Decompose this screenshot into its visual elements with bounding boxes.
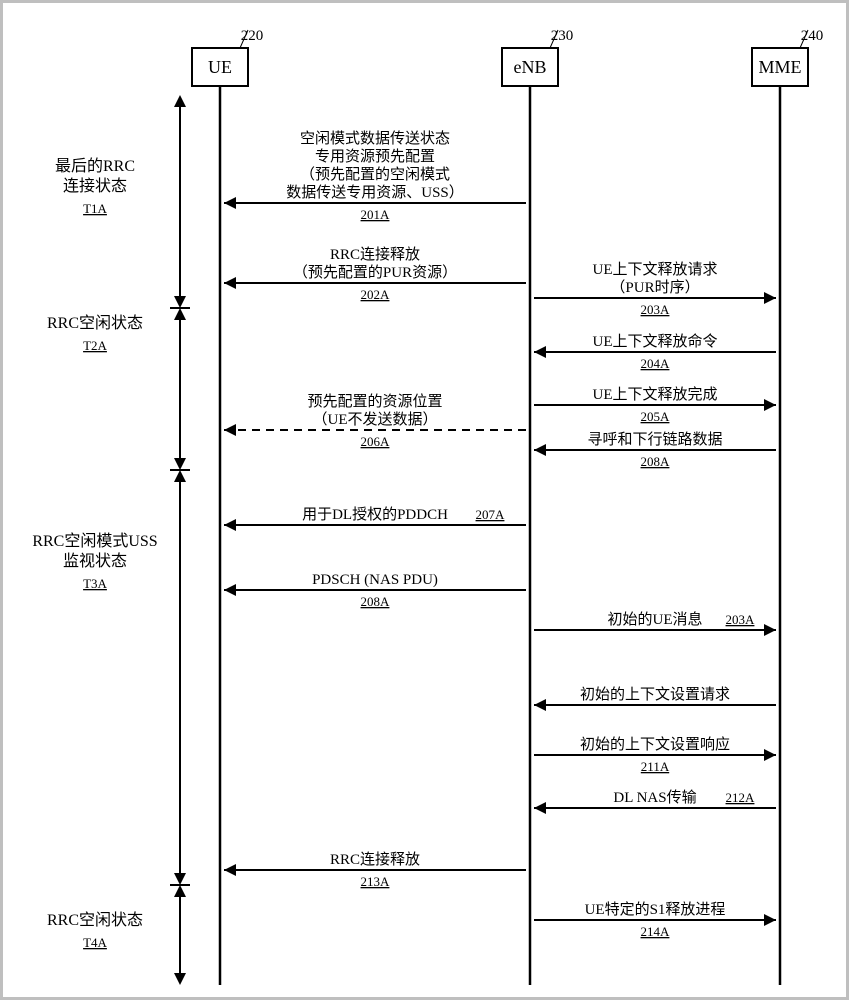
message-ref: 208A: [641, 454, 671, 469]
message-m203: UE上下文释放请求（PUR时序） 203A: [534, 261, 776, 317]
message-ref: 205A: [641, 409, 671, 424]
message-ref: 203A: [641, 302, 671, 317]
svg-text:监视状态: 监视状态: [63, 552, 127, 570]
message-text: 初始的上下文设置请求: [580, 686, 730, 703]
message-ref: 202A: [361, 287, 391, 302]
svg-text:240: 240: [801, 28, 824, 44]
message-m204: UE上下文释放命令 204A: [534, 332, 776, 371]
entity-mme: 240MME: [752, 28, 823, 985]
message-text: （预先配置的PUR资源）: [293, 264, 457, 281]
message-ref: 204A: [641, 356, 671, 371]
svg-text:230: 230: [551, 28, 574, 44]
message-m213: RRC连接释放 213A: [224, 851, 526, 889]
svg-text:RRC空闲状态: RRC空闲状态: [47, 911, 143, 929]
message-text: UE特定的S1释放进程: [585, 901, 726, 918]
message-ref: 206A: [361, 434, 391, 449]
svg-text:T4A: T4A: [83, 935, 107, 950]
svg-text:RRC空闲状态: RRC空闲状态: [47, 314, 143, 332]
svg-text:最后的RRC: 最后的RRC: [55, 157, 135, 175]
message-m202: RRC连接释放（预先配置的PUR资源） 202A: [224, 246, 526, 302]
svg-text:eNB: eNB: [514, 57, 547, 77]
message-m210: 初始的上下文设置请求: [534, 686, 776, 711]
state-span-arrow: [174, 885, 186, 985]
message-ref: 207A: [476, 507, 506, 522]
message-text: 用于DL授权的PDDCH: [302, 506, 448, 523]
svg-text:UE: UE: [208, 57, 232, 77]
message-text: 寻呼和下行链路数据: [587, 431, 722, 448]
message-m205: UE上下文释放完成 205A: [534, 386, 776, 424]
message-text: RRC连接释放: [330, 851, 420, 868]
message-text: PDSCH (NAS PDU): [312, 572, 438, 588]
message-m214: UE特定的S1释放进程 214A: [534, 901, 776, 939]
message-text: UE上下文释放完成: [593, 386, 718, 403]
message-m207: 用于DL授权的PDDCH 207A: [224, 506, 526, 531]
message-text: UE上下文释放请求: [593, 261, 718, 278]
state-s3: RRC空闲模式USS 监视状态 T3A: [32, 470, 186, 885]
state-s1: 最后的RRC 连接状态 T1A: [55, 95, 186, 308]
message-text: RRC连接释放: [330, 246, 420, 263]
message-m209: 初始的UE消息 203A: [534, 611, 776, 636]
message-ref: 213A: [361, 874, 391, 889]
message-text: （UE不发送数据）: [313, 411, 438, 428]
message-m211: 初始的上下文设置响应 211A: [534, 735, 776, 774]
message-ref: 212A: [726, 790, 756, 805]
svg-text:T3A: T3A: [83, 576, 107, 591]
svg-text:MME: MME: [758, 57, 801, 77]
state-span-arrow: [174, 470, 186, 885]
message-text: 初始的UE消息: [608, 611, 703, 628]
message-text: （预先配置的空闲模式: [300, 166, 450, 183]
entity-enb: 230eNB: [502, 28, 573, 985]
message-text: 初始的上下文设置响应: [580, 735, 730, 753]
state-s2: RRC空闲状态 T2A: [47, 308, 186, 470]
svg-text:T2A: T2A: [83, 338, 107, 353]
message-ref: 203A: [726, 612, 756, 627]
message-m208: PDSCH (NAS PDU) 208A: [224, 572, 526, 609]
message-text: 预先配置的资源位置: [307, 393, 442, 410]
message-m201: 空闲模式数据传送状态专用资源预先配置（预先配置的空闲模式数据传送专用资源、USS…: [224, 130, 526, 222]
state-span-arrow: [174, 308, 186, 470]
message-text: DL NAS传输: [613, 789, 696, 806]
message-ref: 211A: [641, 759, 670, 774]
message-text: UE上下文释放命令: [593, 332, 718, 350]
message-text: （PUR时序）: [610, 279, 699, 296]
state-span-arrow: [174, 95, 186, 308]
svg-text:220: 220: [241, 28, 264, 44]
message-m206: 预先配置的资源位置（UE不发送数据） 206A: [224, 393, 526, 449]
sequence-diagram: 220 UE 230eNB 240MME 最后的RRC 连接状态 T1A RRC空闲状态 T2A…: [0, 0, 849, 1000]
state-s4: RRC空闲状态 T4A: [47, 885, 186, 985]
svg-text:T1A: T1A: [83, 201, 107, 216]
message-m212: DL NAS传输 212A: [534, 789, 776, 814]
message-text: 空闲模式数据传送状态: [300, 130, 450, 147]
message-text: 数据传送专用资源、USS）: [286, 184, 464, 201]
svg-text:连接状态: 连接状态: [63, 177, 127, 195]
svg-text:RRC空闲模式USS: RRC空闲模式USS: [32, 532, 157, 550]
message-m208a: 寻呼和下行链路数据 208A: [534, 431, 776, 469]
message-ref: 208A: [361, 594, 391, 609]
message-ref: 201A: [361, 207, 391, 222]
entity-ue: 220 UE: [192, 28, 263, 985]
message-ref: 214A: [641, 924, 671, 939]
message-text: 专用资源预先配置: [315, 148, 435, 165]
